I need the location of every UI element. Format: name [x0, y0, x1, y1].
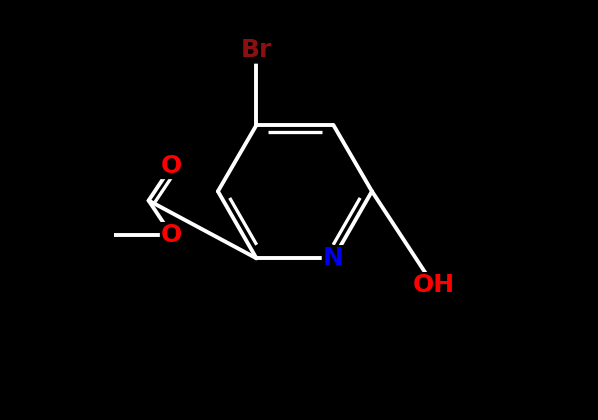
- Text: O: O: [161, 223, 182, 247]
- Text: N: N: [323, 246, 344, 270]
- Text: Br: Br: [241, 38, 272, 63]
- Text: OH: OH: [413, 273, 454, 297]
- Text: O: O: [161, 154, 182, 178]
